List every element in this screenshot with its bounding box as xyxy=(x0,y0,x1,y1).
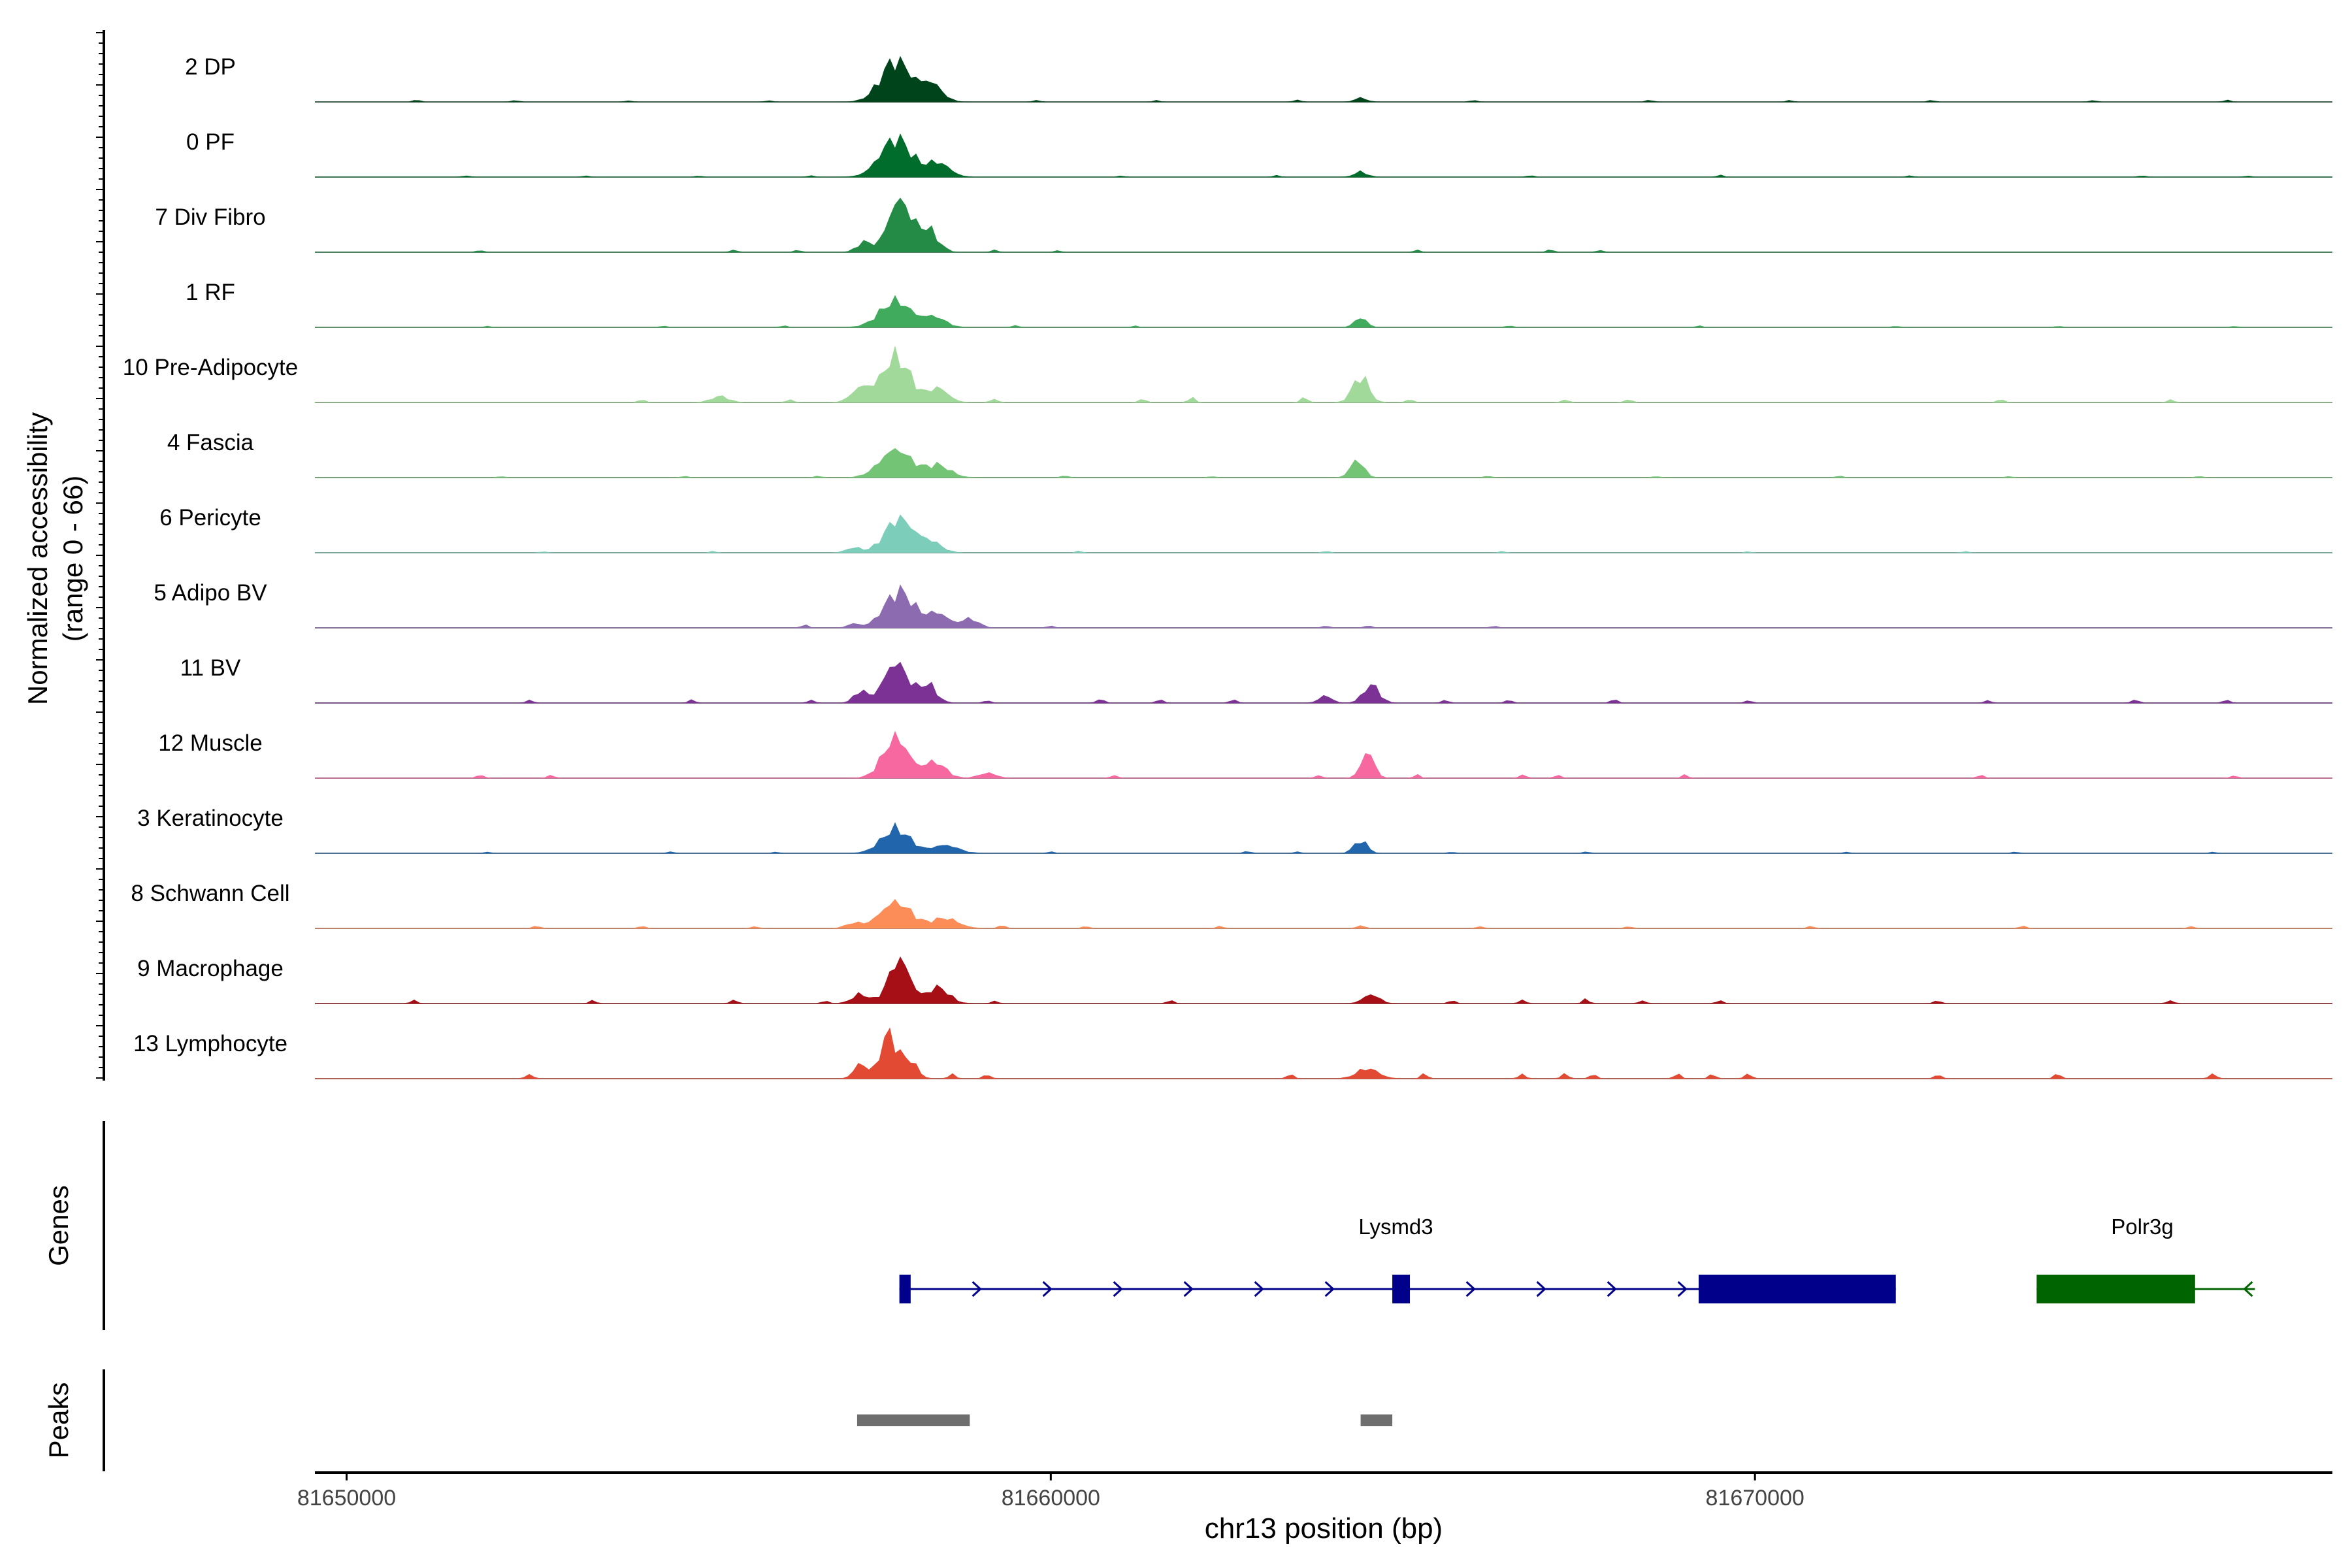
track-7: 6 Pericyte xyxy=(159,505,2332,553)
strand-arrow xyxy=(1042,1281,1053,1298)
track-label: 4 Fascia xyxy=(167,430,254,455)
track-9: 11 BV xyxy=(180,655,2332,704)
track-label: 2 DP xyxy=(185,54,236,80)
gene-lysmd3: Lysmd3 xyxy=(899,1215,1896,1303)
gene-name-label: Lysmd3 xyxy=(1358,1215,1433,1239)
coverage-y-ticks xyxy=(96,32,104,1079)
peak-regions xyxy=(857,1414,1393,1426)
track-8: 5 Adipo BV xyxy=(154,580,2332,629)
strand-arrow xyxy=(1324,1281,1335,1298)
x-tick-label: 81650000 xyxy=(297,1486,396,1511)
peaks-panel-label: Peaks xyxy=(43,1382,74,1459)
track-12: 8 Schwann Cell xyxy=(131,881,2332,929)
gene-exon xyxy=(1392,1275,1411,1303)
track-1: 2 DP xyxy=(185,54,2332,103)
genes-panel-label: Genes xyxy=(43,1185,74,1266)
track-label: 13 Lymphocyte xyxy=(133,1031,287,1056)
peak-region-bar xyxy=(1360,1414,1393,1426)
strand-arrow xyxy=(1607,1281,1617,1298)
coverage-area xyxy=(315,448,2332,478)
gene-exon xyxy=(1698,1275,1896,1303)
coverage-area xyxy=(315,133,2332,178)
y-axis-title: Normalized accessibility xyxy=(22,412,53,705)
track-label: 1 RF xyxy=(186,280,235,305)
track-label: 12 Muscle xyxy=(158,730,263,756)
coverage-area xyxy=(315,56,2332,103)
track-14: 13 Lymphocyte xyxy=(133,1027,2332,1079)
x-tick-label: 81660000 xyxy=(1002,1486,1100,1511)
coverage-area xyxy=(315,346,2332,403)
gene-exon xyxy=(899,1275,911,1303)
strand-arrow xyxy=(1536,1281,1546,1298)
track-label: 0 PF xyxy=(186,129,235,155)
coverage-area xyxy=(315,197,2332,253)
gene-polr3g: Polr3g xyxy=(2036,1215,2255,1303)
track-label: 8 Schwann Cell xyxy=(131,881,289,906)
track-label: 11 BV xyxy=(180,655,241,681)
strand-arrow xyxy=(1677,1281,1688,1298)
x-axis-ticks: 81650000 81660000 81670000 xyxy=(297,1473,1805,1511)
y-axis-range-label: (range 0 - 66) xyxy=(57,476,88,642)
x-tick-label: 81670000 xyxy=(1706,1486,1805,1511)
track-3: 7 Div Fibro xyxy=(155,197,2332,253)
coverage-area xyxy=(315,956,2332,1004)
coverage-area xyxy=(315,822,2332,854)
track-label: 6 Pericyte xyxy=(159,505,261,531)
track-label: 3 Keratinocyte xyxy=(137,806,284,831)
track-5: 10 Pre-Adipocyte xyxy=(123,346,2332,403)
track-label: 7 Div Fibro xyxy=(155,204,265,230)
strand-arrow xyxy=(1113,1281,1123,1298)
coverage-area xyxy=(315,584,2332,629)
strand-arrow xyxy=(972,1281,982,1298)
coverage-area xyxy=(315,1027,2332,1079)
track-label: 10 Pre-Adipocyte xyxy=(123,355,298,380)
track-label: 9 Macrophage xyxy=(137,956,284,981)
track-13: 9 Macrophage xyxy=(137,956,2332,1004)
track-6: 4 Fascia xyxy=(167,430,2332,478)
coverage-area xyxy=(315,730,2332,779)
track-2: 0 PF xyxy=(186,129,2332,178)
track-label: 5 Adipo BV xyxy=(154,580,267,606)
coverage-area xyxy=(315,661,2332,704)
x-axis-title: chr13 position (bp) xyxy=(1205,1512,1443,1544)
strand-arrow xyxy=(2243,1281,2253,1298)
track-10: 12 Muscle xyxy=(158,730,2332,779)
coverage-area xyxy=(315,295,2332,328)
coverage-area xyxy=(315,514,2332,553)
coverage-tracks: 2 DP 0 PF 7 Div Fibro 1 RF 10 Pre-Adipocyte 4… xyxy=(123,54,2332,1079)
strand-arrow xyxy=(1254,1281,1264,1298)
gene-exon xyxy=(2036,1275,2195,1303)
strand-arrow xyxy=(1465,1281,1476,1298)
track-11: 3 Keratinocyte xyxy=(137,806,2332,854)
track-4: 1 RF xyxy=(186,280,2332,328)
strand-arrow xyxy=(1183,1281,1194,1298)
coverage-area xyxy=(315,898,2332,929)
peak-region-bar xyxy=(857,1414,970,1426)
gene-name-label: Polr3g xyxy=(2111,1215,2173,1239)
gene-annotations: Lysmd3 Polr3g xyxy=(899,1215,2255,1303)
